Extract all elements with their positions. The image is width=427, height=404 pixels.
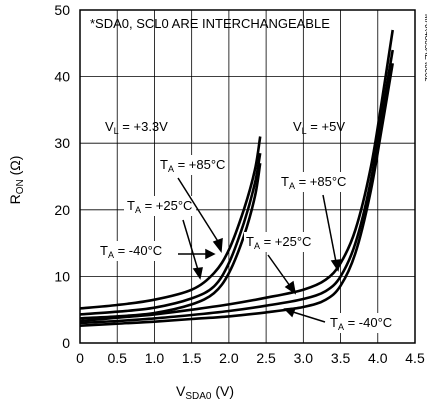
y-axis-title-unit: (Ω) [7, 156, 23, 180]
leader-5v-85c [322, 194, 337, 263]
leader-5v-m40c [292, 311, 326, 323]
figure-id: MAX4885AE toc02 [423, 14, 427, 82]
series-label-33v-25c-main: T [127, 198, 135, 213]
series-label-33v-85c-main: T [160, 157, 168, 172]
group-label-vl-5v: VL = +5V [293, 119, 345, 136]
series-label-5v-25c-sub: A [254, 241, 260, 251]
series-label-5v-m40c-main: T [330, 315, 338, 330]
series-line-33v-85c [79, 136, 262, 310]
leader-33v-m40c-head [205, 248, 216, 260]
label-bg-5v-85c [278, 172, 356, 192]
series-label-33v-25c: TA = +25°C [127, 198, 192, 215]
x-tick-label: 1.0 [145, 350, 165, 366]
leader-5v-25c [267, 254, 291, 287]
series-label-5v-25c: TA = +25°C [246, 234, 311, 251]
leader-5v-25c-head [284, 280, 297, 295]
series-label-5v-25c-main: T [246, 234, 254, 249]
grid [80, 10, 415, 343]
x-tick-label: 2.0 [219, 350, 239, 366]
label-bg-33v-m40c [98, 241, 166, 261]
series-line-5v-25c [79, 49, 394, 325]
y-axis-title-main: R [7, 194, 23, 204]
y-axis-title-sub: ON [15, 179, 26, 194]
series-label-5v-m40c-rest: = -40°C [344, 315, 392, 330]
x-tick-label: 3.0 [294, 350, 314, 366]
interchangeable-note: *SDA0, SCL0 ARE INTERCHANGEABLE [90, 16, 330, 31]
series-label-5v-85c-rest: = +85°C [295, 174, 346, 189]
series-label-5v-m40c: TA = -40°C [330, 315, 392, 332]
x-tick-label: 4.0 [368, 350, 388, 366]
series-label-33v-m40c-sub: A [108, 250, 114, 260]
y-tick-label: 40 [54, 69, 70, 85]
group-label-vl-5v-sub: L [302, 126, 307, 136]
leader-arrows [177, 177, 341, 323]
label-bg-33v-85c [158, 155, 228, 175]
series-label-5v-85c: TA = +85°C [281, 174, 346, 191]
y-tick-label: 50 [54, 2, 70, 18]
series-label-33v-85c-sub: A [168, 164, 174, 174]
series-label-33v-m40c-main: T [100, 243, 108, 258]
tick-labels: 0 0.5 1.0 1.5 2.0 2.5 3.0 3.5 4.0 4.5 0 10 20 30 40 50 [54, 2, 425, 366]
x-tick-label: 2.5 [256, 350, 276, 366]
series-label-33v-m40c: TA = -40°C [100, 243, 162, 260]
leader-33v-25c-head [192, 267, 203, 280]
series-label-33v-85c-rest: = +85°C [174, 157, 225, 172]
x-axis-title-sub: SDA0 [185, 391, 212, 402]
label-bg-5v-m40c [326, 313, 406, 333]
series-label-5v-85c-sub: A [289, 181, 295, 191]
series-label-33v-m40c-rest: = -40°C [114, 243, 162, 258]
x-tick-label: 1.5 [182, 350, 202, 366]
series-label-5v-m40c-sub: A [338, 322, 344, 332]
leader-33v-25c [182, 219, 199, 271]
series-label-33v-25c-sub: A [135, 205, 141, 215]
leader-33v-85c [177, 177, 220, 244]
leader-5v-85c-head [330, 259, 341, 272]
series-label-33v-85c: TA = +85°C [160, 157, 225, 174]
x-tick-label: 0 [76, 350, 84, 366]
group-label-vl-5v-main: V [293, 119, 302, 134]
y-axis-title: RON (Ω) [7, 156, 26, 205]
x-tick-label: 3.5 [331, 350, 351, 366]
group-label-vl-3v3: VL = +3.3V [105, 119, 168, 136]
x-tick-label: 0.5 [107, 350, 127, 366]
series-label-5v-25c-rest: = +25°C [260, 234, 311, 249]
group-label-vl-3v3-sub: L [114, 126, 119, 136]
series-line-5v-85c [79, 29, 394, 323]
x-axis-title-unit: (V) [211, 383, 234, 399]
series-label-33v-25c-rest: = +25°C [141, 198, 192, 213]
group-label-vl-5v-rest: = +5V [307, 119, 346, 134]
label-bg-5v-25c [244, 232, 322, 252]
x-tick-label: 4.5 [405, 350, 425, 366]
y-tick-label: 30 [54, 135, 70, 151]
x-axis-title-main: V [176, 383, 186, 399]
series-line-33v-25c [79, 152, 262, 316]
y-tick-label: 10 [54, 268, 70, 284]
y-tick-label: 0 [62, 335, 70, 351]
y-tick-label: 20 [54, 202, 70, 218]
label-bg-33v-25c [124, 196, 196, 216]
series-label-5v-85c-main: T [281, 174, 289, 189]
leader-33v-85c-head [212, 237, 223, 253]
x-axis-title: VSDA0 (V) [176, 383, 234, 402]
group-label-vl-3v3-rest: = +3.3V [119, 119, 168, 134]
series-lines [79, 29, 394, 327]
group-label-vl-3v3-main: V [105, 119, 114, 134]
plot-frame [79, 9, 416, 344]
series-line-5v-m40c [79, 63, 394, 327]
leader-5v-m40c-head [283, 307, 297, 318]
